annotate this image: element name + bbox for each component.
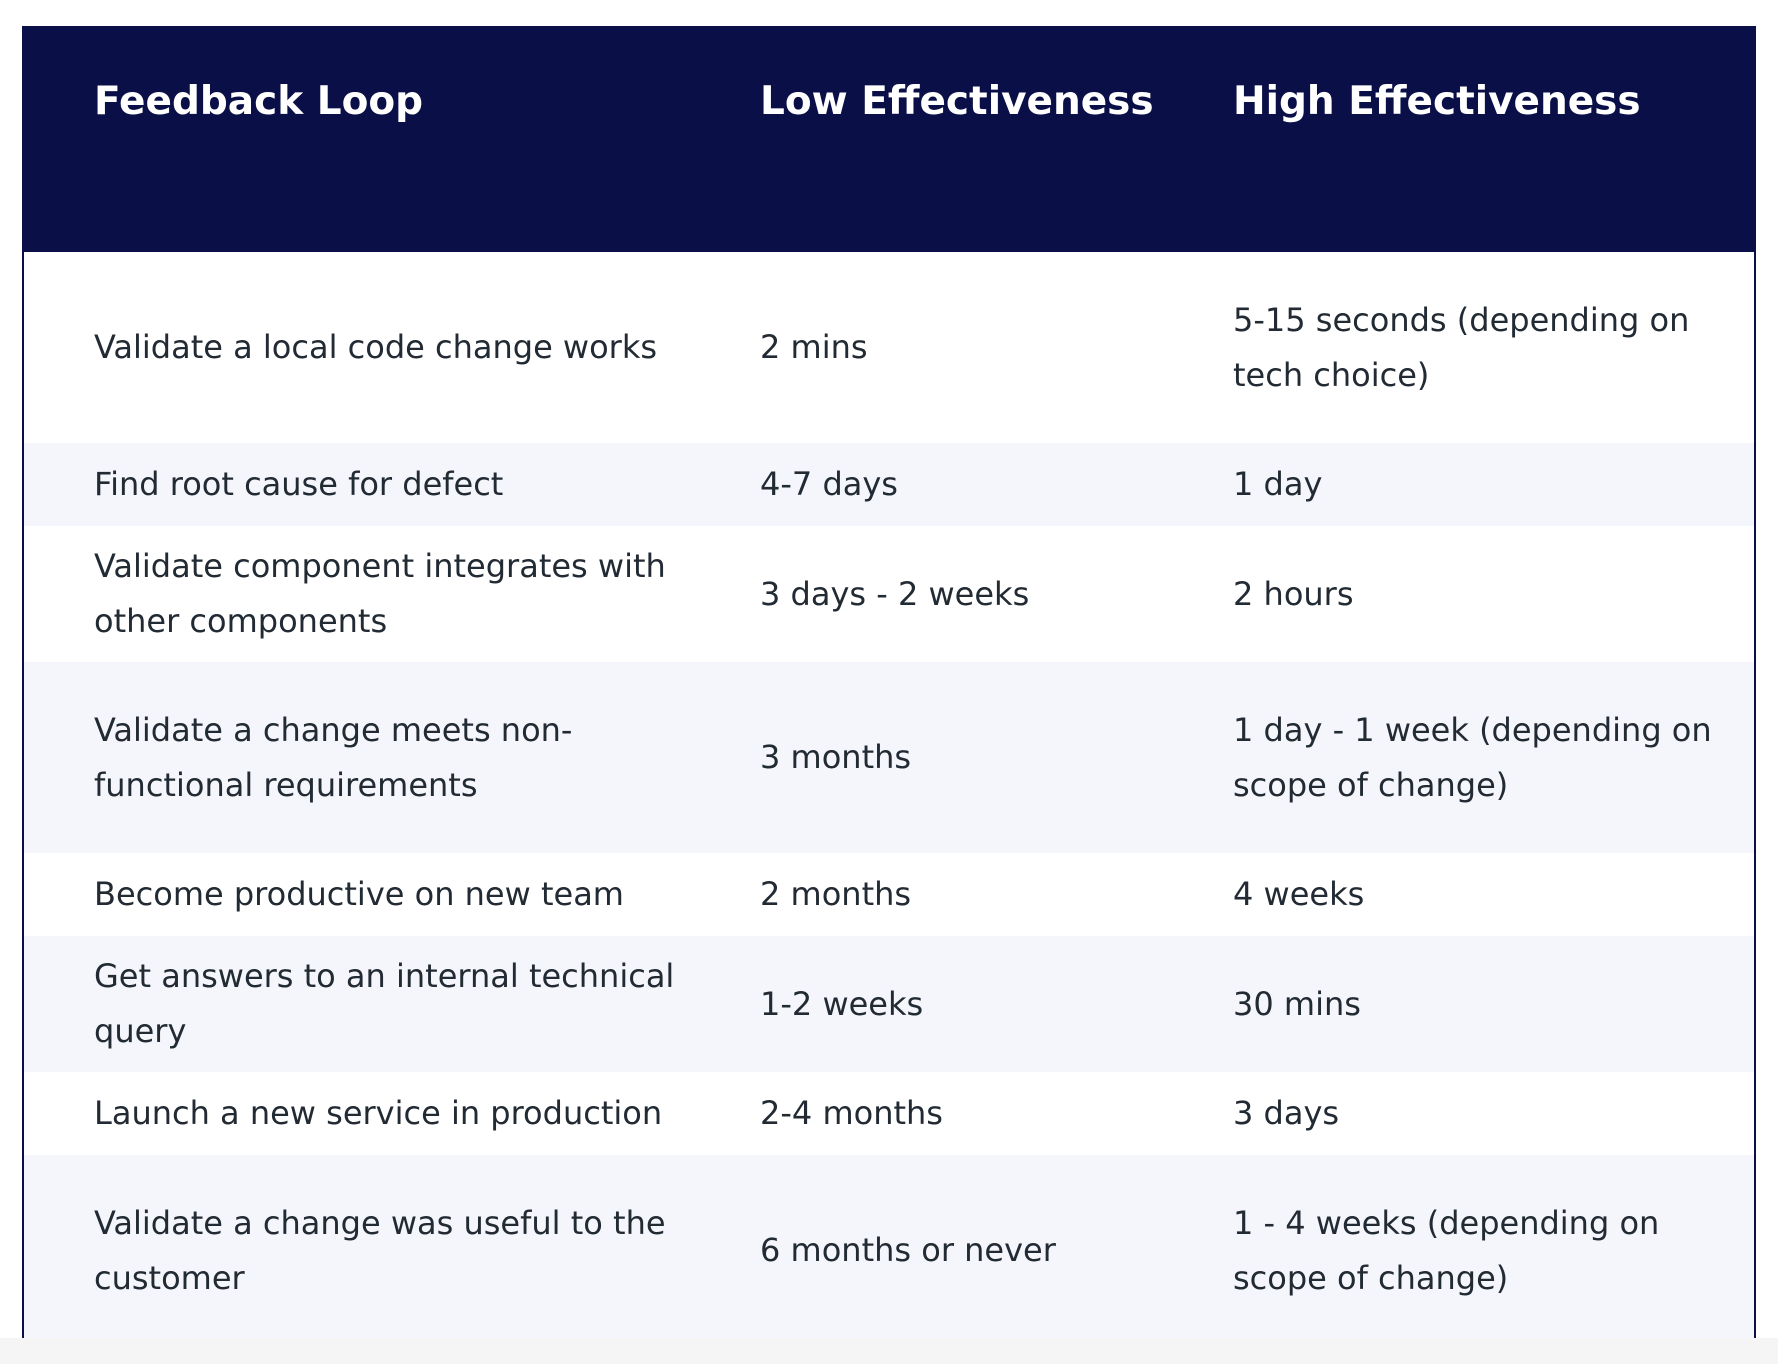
- table-body: Validate a local code change works 2 min…: [24, 252, 1754, 1346]
- table-row: Validate a change was useful to the cust…: [24, 1155, 1754, 1346]
- table-row: Validate a change meets non-functional r…: [24, 662, 1754, 853]
- feedback-loop-cell: Find root cause for defect: [94, 465, 504, 503]
- table-row: Validate component integrates with other…: [24, 526, 1754, 662]
- table-header-row: Feedback Loop Low Effectiveness High Eff…: [24, 28, 1754, 252]
- page-bottom-strip: [0, 1338, 1778, 1364]
- high-effectiveness-cell: 30 mins: [1233, 984, 1361, 1023]
- feedback-loop-cell: Validate a change was useful to the cust…: [94, 1203, 666, 1297]
- low-effectiveness-cell: 3 months: [760, 738, 912, 776]
- table-row: Find root cause for defect 4-7 days 1 da…: [24, 443, 1754, 526]
- feedback-loop-cell: Get answers to an internal technical que…: [94, 957, 675, 1050]
- column-header-feedback-loop: Feedback Loop: [94, 79, 424, 124]
- table-row: Get answers to an internal technical que…: [24, 936, 1754, 1072]
- high-effectiveness-cell: 1 day: [1233, 465, 1323, 503]
- high-effectiveness-cell: 2 hours: [1233, 574, 1354, 613]
- table-row: Validate a local code change works 2 min…: [24, 252, 1754, 443]
- table-row: Launch a new service in production 2-4 m…: [24, 1072, 1754, 1155]
- high-effectiveness-cell: 3 days: [1233, 1094, 1340, 1132]
- feedback-loop-cell: Validate a local code change works: [94, 328, 658, 366]
- high-effectiveness-cell: 5-15 seconds (depending on tech choice): [1233, 300, 1690, 394]
- column-header-high-effectiveness: High Effectiveness: [1233, 79, 1641, 124]
- high-effectiveness-cell: 1 day - 1 week (depending on scope of ch…: [1233, 710, 1712, 804]
- low-effectiveness-cell: 4-7 days: [760, 465, 898, 503]
- feedback-loop-table-container: Feedback Loop Low Effectiveness High Eff…: [22, 26, 1756, 1346]
- feedback-loop-cell: Validate a change meets non-functional r…: [94, 710, 573, 804]
- feedback-loop-cell: Launch a new service in production: [94, 1094, 663, 1132]
- low-effectiveness-cell: 3 days - 2 weeks: [760, 574, 1030, 613]
- low-effectiveness-cell: 2-4 months: [760, 1094, 943, 1132]
- low-effectiveness-cell: 6 months or never: [760, 1231, 1056, 1269]
- feedback-loop-table: Feedback Loop Low Effectiveness High Eff…: [24, 28, 1754, 1346]
- column-header-low-effectiveness: Low Effectiveness: [760, 79, 1154, 124]
- table-row: Become productive on new team 2 months 4…: [24, 853, 1754, 936]
- high-effectiveness-cell: 4 weeks: [1233, 875, 1365, 913]
- feedback-loop-cell: Become productive on new team: [94, 875, 624, 913]
- feedback-loop-cell: Validate component integrates with other…: [94, 547, 666, 640]
- low-effectiveness-cell: 2 mins: [760, 328, 868, 366]
- low-effectiveness-cell: 1-2 weeks: [760, 984, 924, 1023]
- high-effectiveness-cell: 1 - 4 weeks (depending on scope of chang…: [1233, 1203, 1660, 1297]
- table-header: Feedback Loop Low Effectiveness High Eff…: [24, 28, 1754, 252]
- low-effectiveness-cell: 2 months: [760, 875, 912, 913]
